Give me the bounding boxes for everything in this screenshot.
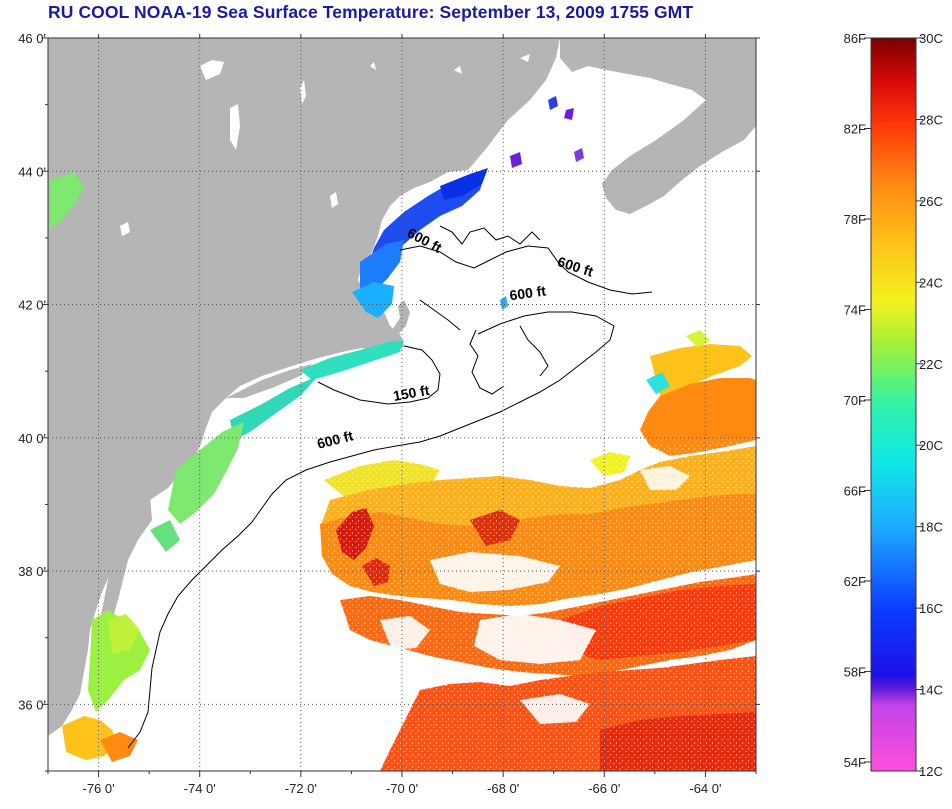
colorbar-f-label: 66F <box>844 483 866 498</box>
lat-tick-label: 40 0' <box>18 431 46 446</box>
colorbar-c-label: 20C <box>919 438 943 453</box>
longitude-tick-labels: -76 0' -74 0' -72 0' -70 0' -68 0' -66 0' -64 … <box>83 781 722 796</box>
colorbar-c-label: 24C <box>919 275 943 290</box>
lat-tick-label: 42 0' <box>18 298 46 313</box>
land-cape-cod <box>386 300 410 338</box>
colorbar-c-label: 16C <box>919 601 943 616</box>
colorbar-c-label: 14C <box>919 683 943 698</box>
colorbar-c-label: 28C <box>919 112 943 127</box>
lon-tick-label: -64 0' <box>689 781 721 796</box>
colorbar-c-label: 18C <box>919 520 943 535</box>
inland-lakes <box>120 54 530 236</box>
sst-data-patches <box>50 96 756 771</box>
lon-tick-label: -70 0' <box>386 781 418 796</box>
land-long-island <box>226 364 312 398</box>
contour-600ft-gulf-maine <box>399 245 653 295</box>
map-area <box>48 38 756 771</box>
lat-tick-label: 36 0' <box>18 697 46 712</box>
colorbar-celsius-labels: 30C 28C 26C 24C 22C 20C 18C 16C 14C 12C <box>916 31 943 779</box>
contour-600ft-shelf <box>127 441 421 749</box>
latitude-tick-labels: 46 0' 44 0' 42 0' 40 0' 38 0' 36 0' <box>18 31 46 712</box>
colorbar-c-label: 30C <box>919 31 943 46</box>
colorbar-f-label: 54F <box>844 755 866 770</box>
lat-tick-label: 44 0' <box>18 164 46 179</box>
colorbar <box>870 37 917 772</box>
page-title: RU COOL NOAA-19 Sea Surface Temperature:… <box>48 2 694 22</box>
colorbar-c-label: 26C <box>919 194 943 209</box>
colorbar-c-label: 22C <box>919 357 943 372</box>
colorbar-c-label: 12C <box>919 764 943 779</box>
contour-150ft <box>317 345 441 405</box>
colorbar-f-label: 62F <box>844 574 866 589</box>
contour-label: 150 ft <box>392 382 431 404</box>
colorbar-f-label: 78F <box>844 212 866 227</box>
lon-tick-label: -76 0' <box>83 781 115 796</box>
lat-tick-label: 38 0' <box>18 564 46 579</box>
colorbar-f-label: 82F <box>844 121 866 136</box>
lat-tick-label: 46 0' <box>18 31 46 46</box>
colorbar-fahrenheit-labels: 86F 82F 78F 74F 70F 66F 62F 58F 54F <box>844 31 871 770</box>
colorbar-f-label: 86F <box>844 31 866 46</box>
colorbar-f-label: 74F <box>844 302 866 317</box>
contour-600ft-georges <box>419 311 615 443</box>
colorbar-f-label: 58F <box>844 664 866 679</box>
axis-ticks <box>42 34 760 777</box>
land-pei <box>600 40 660 56</box>
lon-tick-label: -72 0' <box>285 781 317 796</box>
contour-label: 600 ft <box>509 282 548 303</box>
bathymetry-contours <box>127 225 653 749</box>
lon-tick-label: -66 0' <box>588 781 620 796</box>
lon-tick-label: -74 0' <box>184 781 216 796</box>
colorbar-f-label: 70F <box>844 393 866 408</box>
land-us-mainland <box>48 38 560 736</box>
lon-tick-label: -68 0' <box>487 781 519 796</box>
land-nova-scotia <box>560 38 756 214</box>
